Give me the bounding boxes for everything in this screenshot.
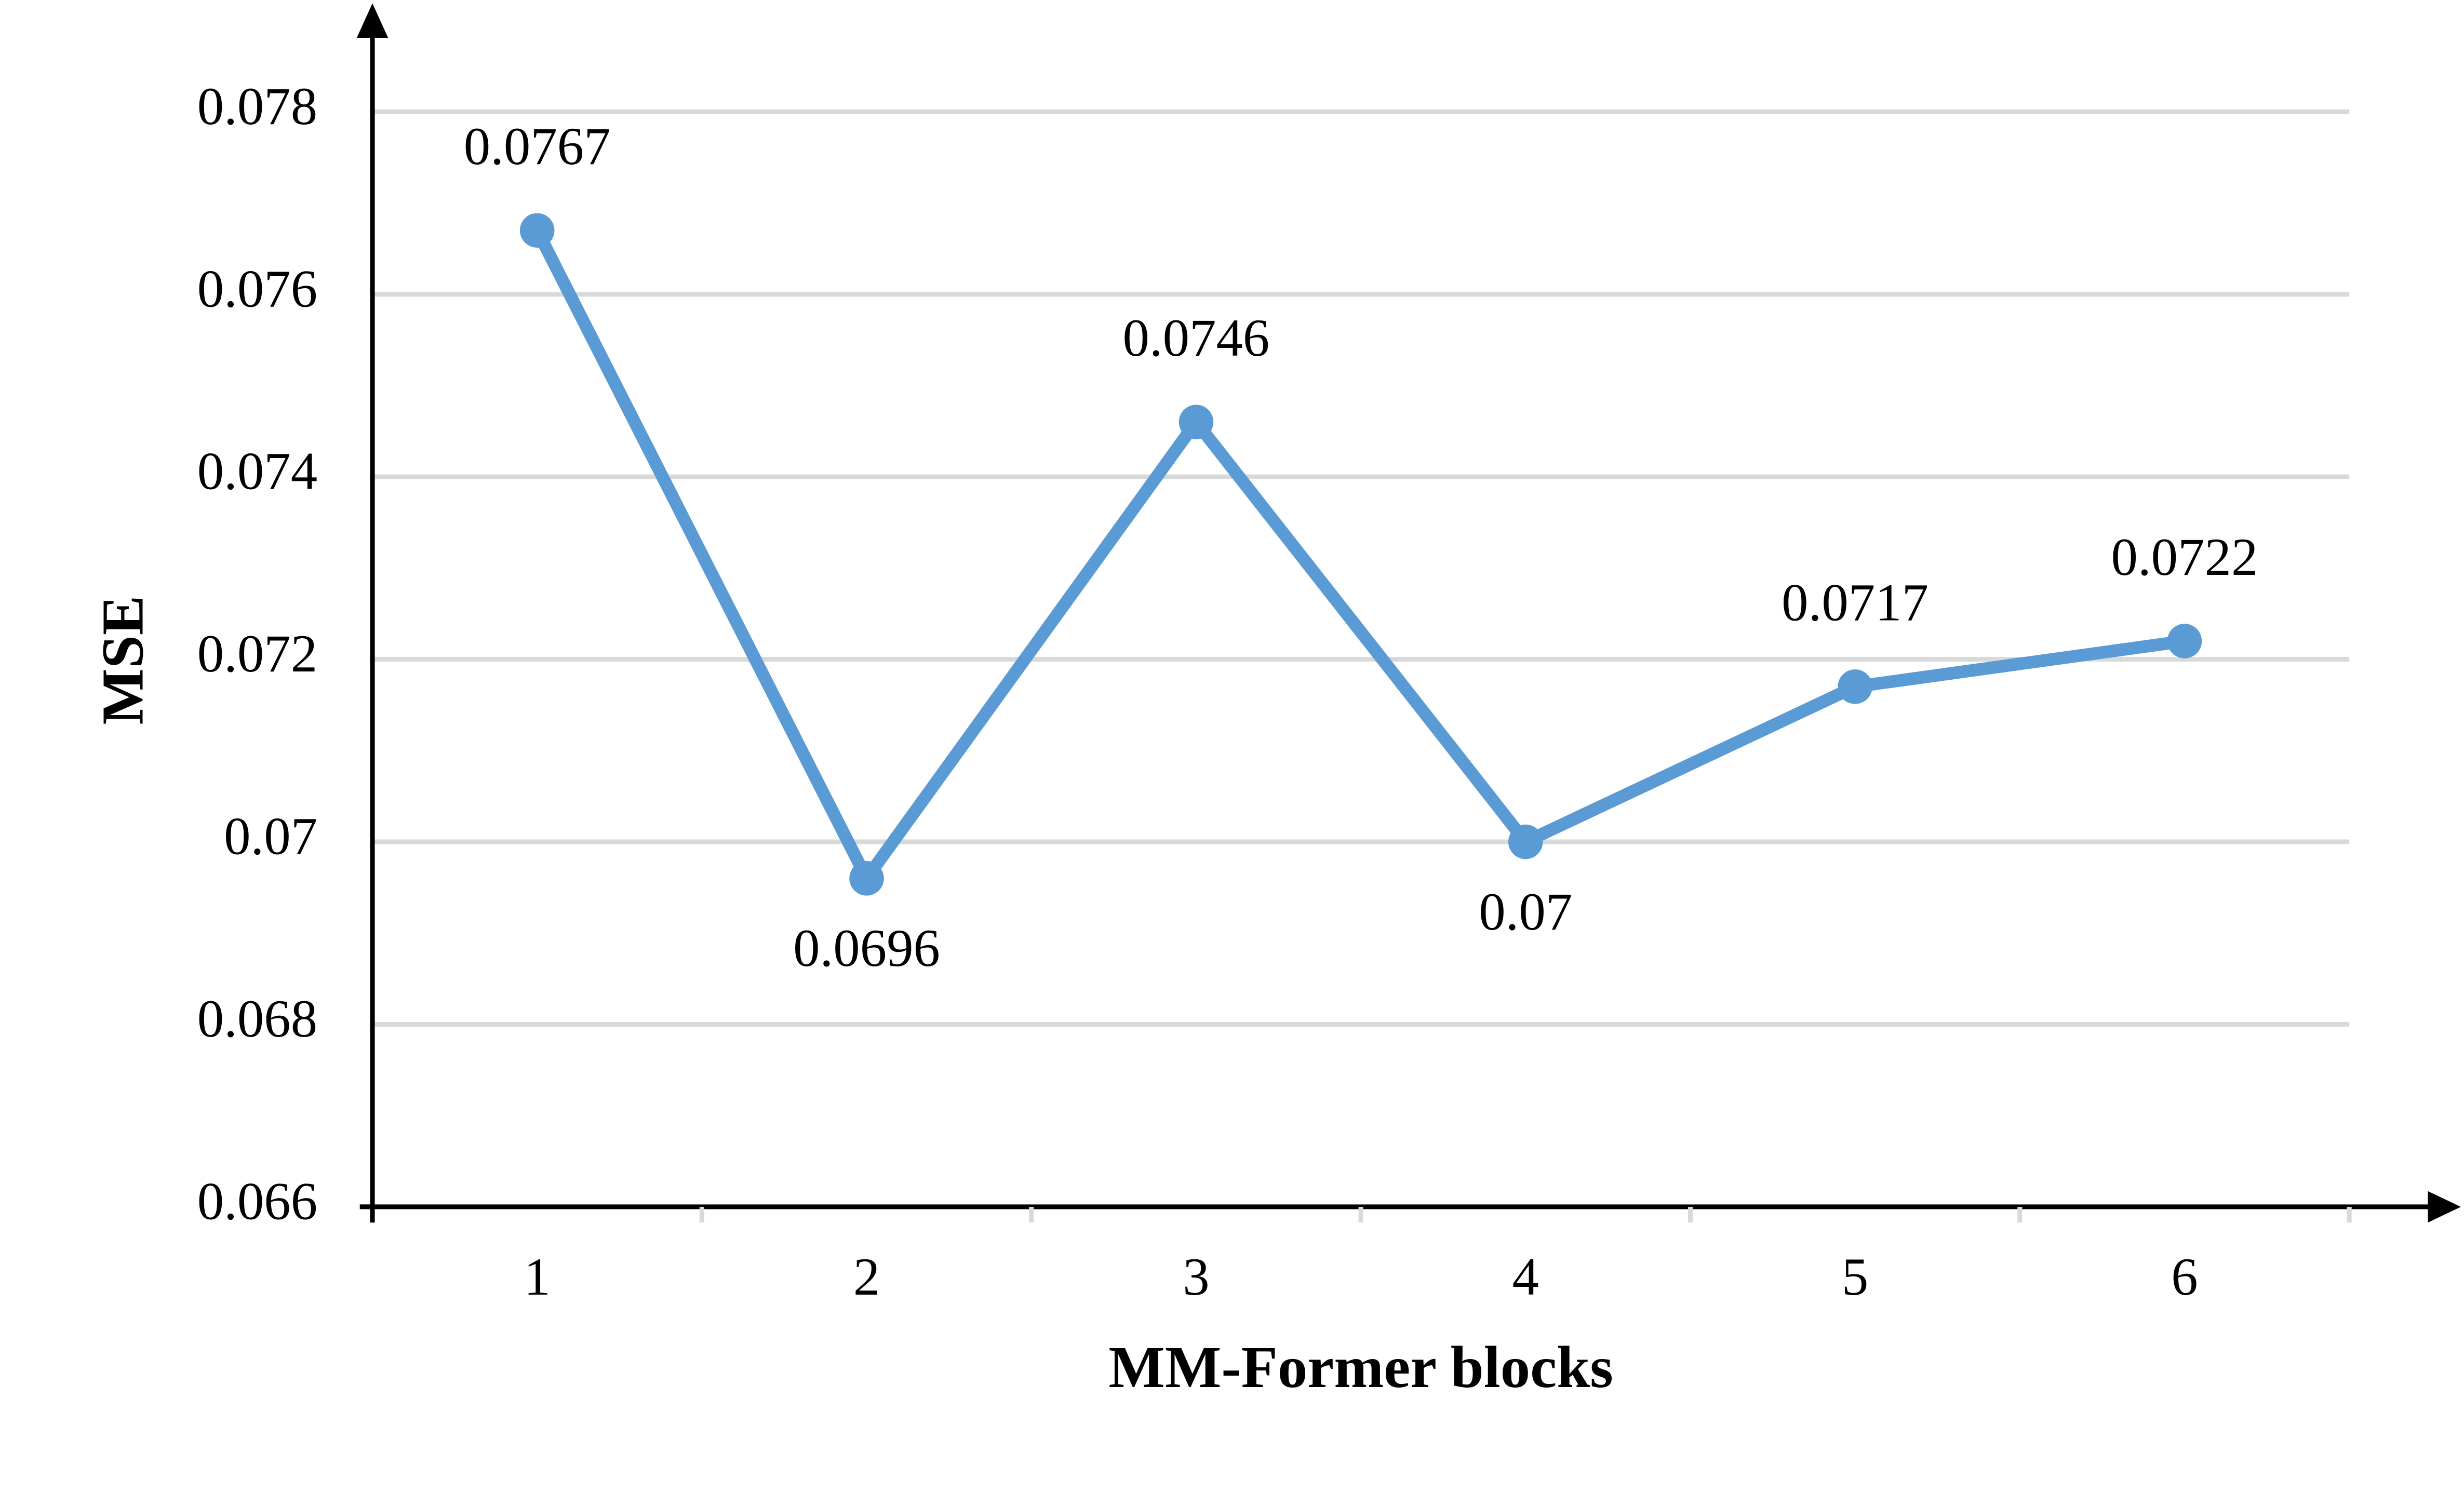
y-tick-label: 0.072 <box>197 624 317 683</box>
x-axis-arrow <box>2428 1191 2461 1223</box>
x-tick-label: 4 <box>1512 1247 1539 1307</box>
point <box>1508 824 1543 859</box>
y-axis-title: MSE <box>89 596 155 725</box>
x-tick-label: 3 <box>1183 1247 1209 1307</box>
point <box>1838 669 1872 704</box>
data-label: 0.0717 <box>1782 573 1929 633</box>
y-tick-label: 0.07 <box>224 807 317 866</box>
data-label: 0.0746 <box>1122 308 1269 368</box>
y-tick-label: 0.066 <box>197 1172 317 1231</box>
x-axis-title: MM-Former blocks <box>1108 1334 1613 1400</box>
x-tick-label: 5 <box>1842 1247 1868 1307</box>
y-tick-label: 0.068 <box>197 989 317 1048</box>
y-tick-label: 0.076 <box>197 259 317 318</box>
point <box>849 861 884 896</box>
y-tick-label: 0.074 <box>197 442 317 501</box>
y-axis-arrow <box>356 3 389 38</box>
point <box>2167 624 2202 658</box>
point <box>1179 405 1214 439</box>
x-tick-label: 6 <box>2171 1247 2198 1307</box>
line <box>531 227 2186 885</box>
data-label: 0.0767 <box>464 117 611 176</box>
data-label: 0.07 <box>1479 882 1572 941</box>
x-tick-label: 1 <box>524 1247 551 1307</box>
data-label: 0.0722 <box>2111 528 2258 587</box>
point <box>519 213 555 248</box>
y-tick-label: 0.078 <box>197 77 317 136</box>
x-tick-label: 2 <box>853 1247 880 1307</box>
data-label: 0.0696 <box>793 919 940 978</box>
